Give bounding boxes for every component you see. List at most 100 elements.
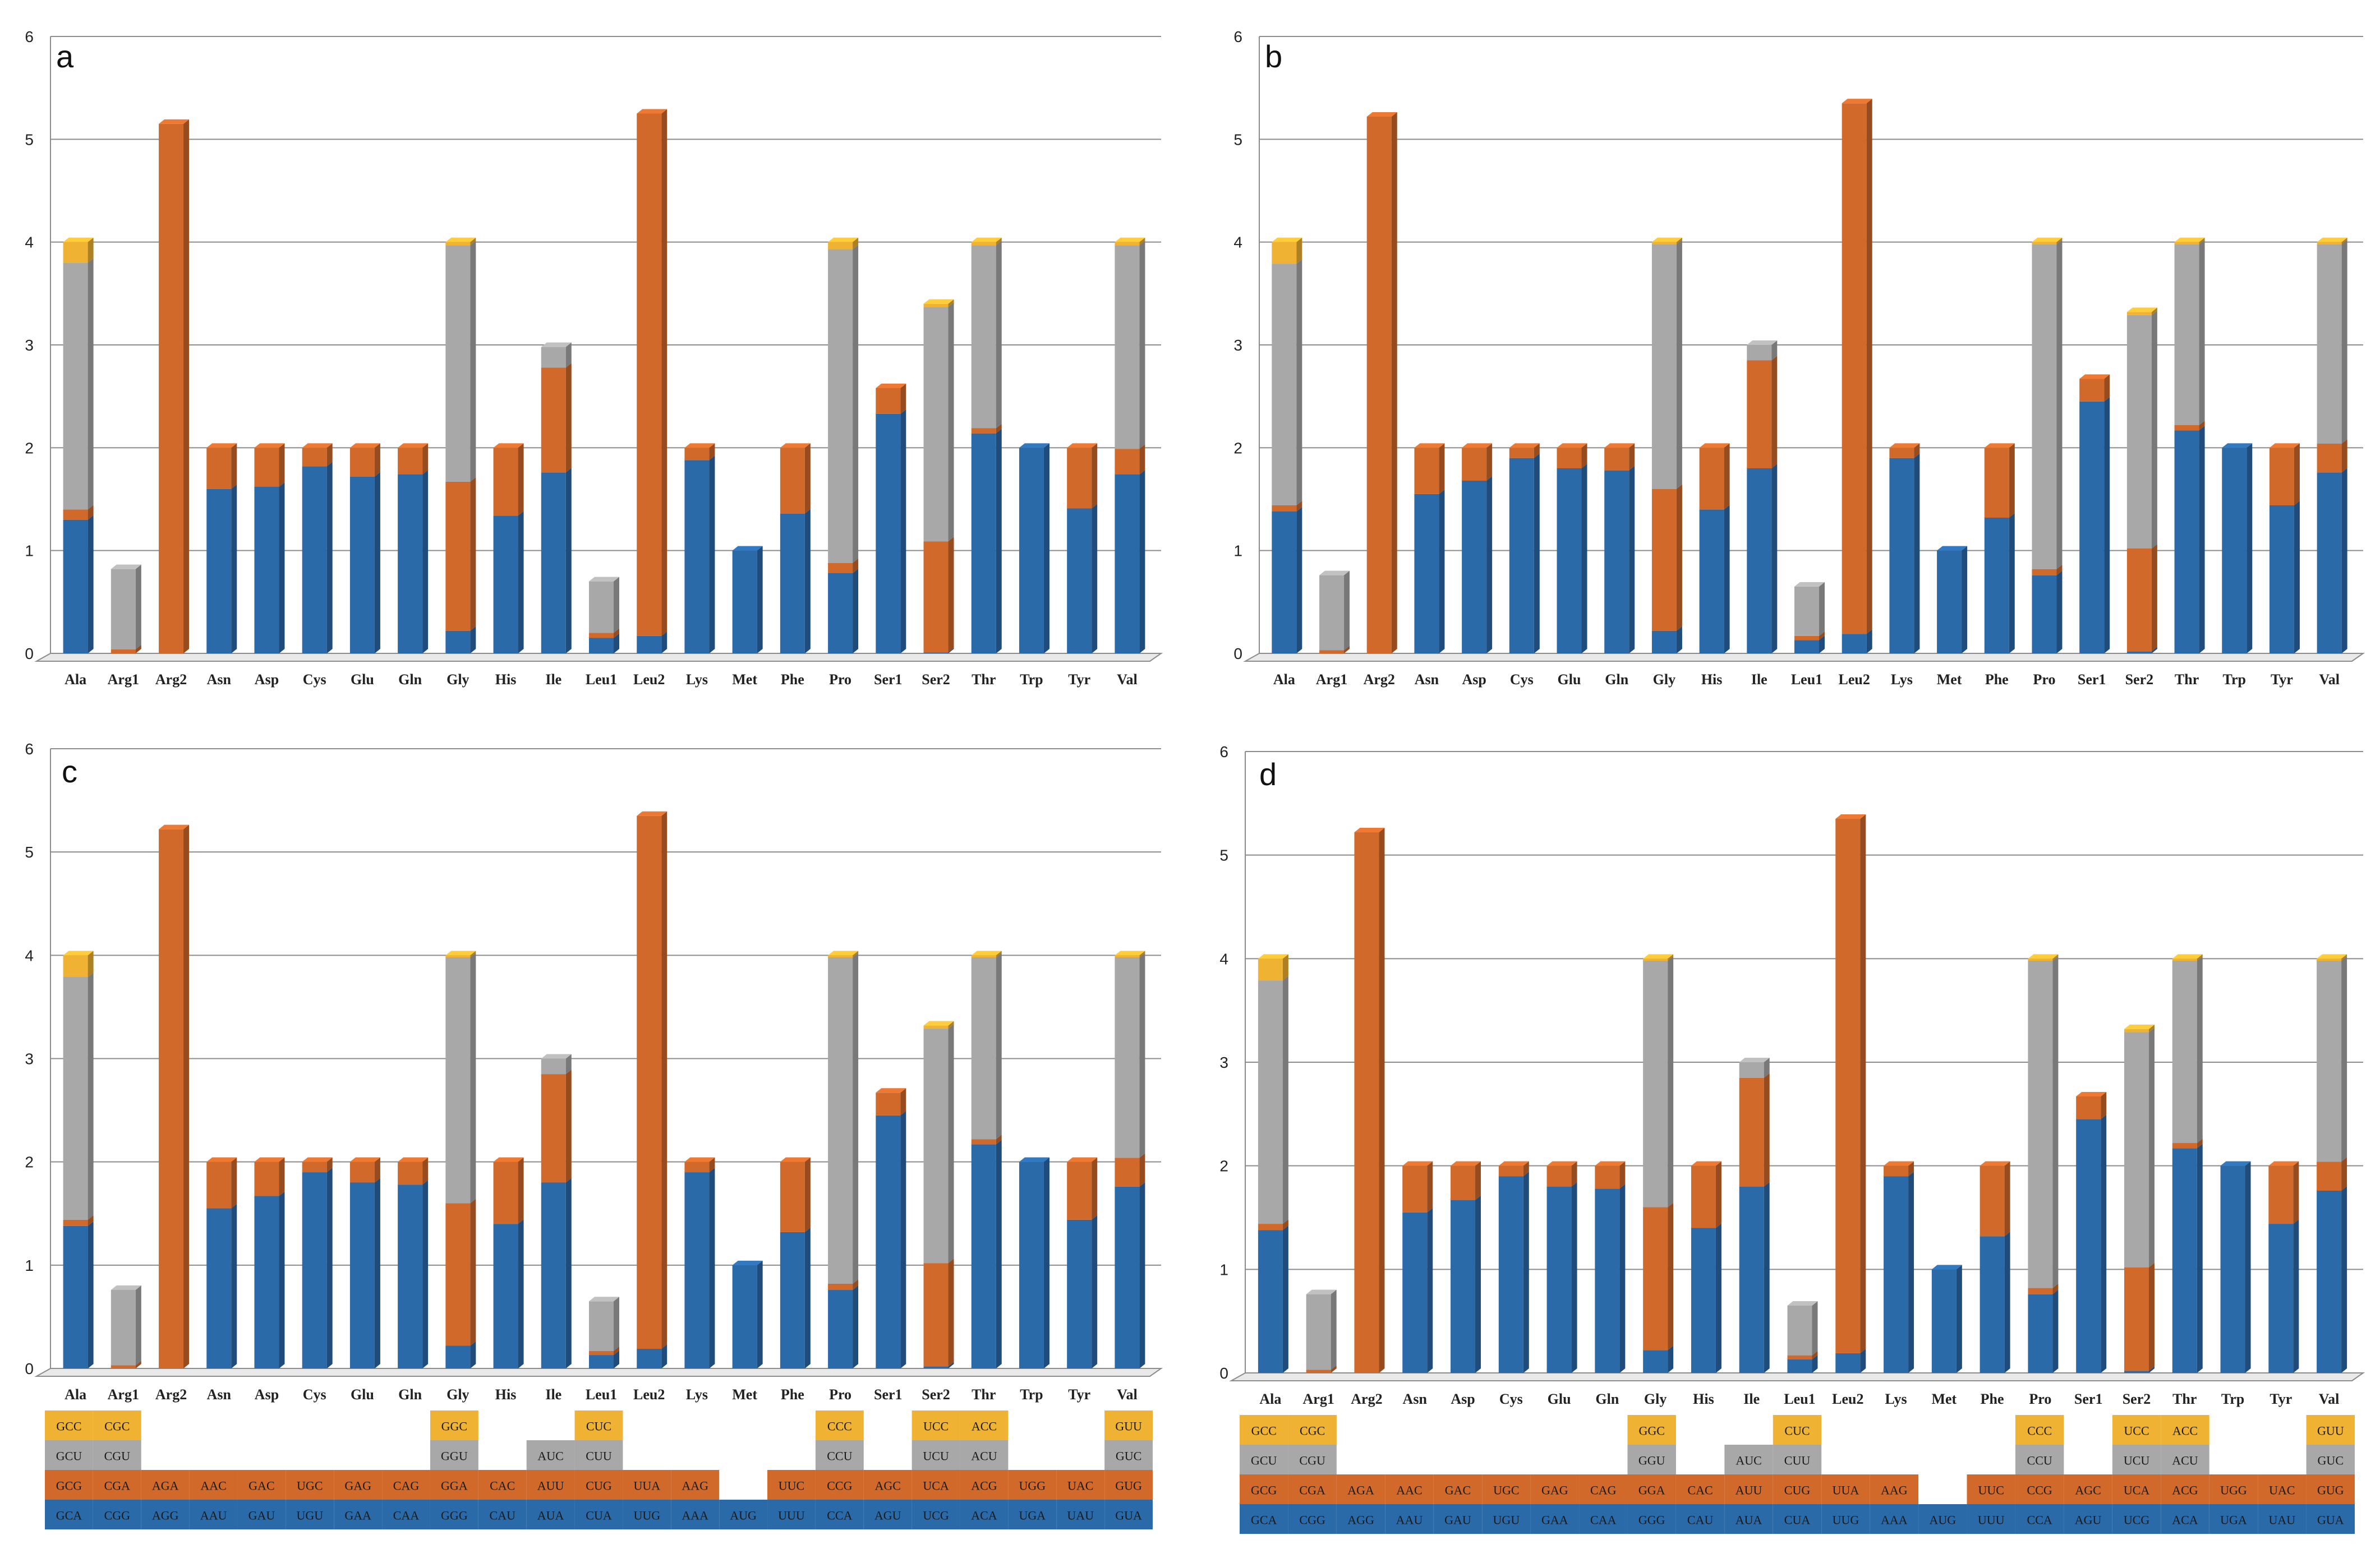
bar-top-Leu2 xyxy=(1835,814,1866,819)
chart-panel-d: d 0 1 2 3 4 5 6 Ala Arg1 Arg2 Asn Asp Cys Glu Gln Gly His… xyxy=(1219,743,2365,1407)
codon-table-d: GCC CGC GGC CUC CCC UCC ACC GUU GCU CGU GGU AUC CUU C… xyxy=(1240,1415,2355,1534)
bar-top-Leu1 xyxy=(1787,1301,1818,1306)
bar-side-Ile-orange xyxy=(565,1070,572,1183)
codon-cell xyxy=(1918,1504,1967,1534)
x-tick-label: Asn xyxy=(1403,1391,1428,1407)
bar-side-Phe-orange xyxy=(804,443,811,514)
bar-Ala-orange xyxy=(63,509,88,520)
x-tick-label: Ile xyxy=(1751,671,1767,688)
codon-cell xyxy=(1724,1504,1773,1534)
bar-top-Glu xyxy=(1557,443,1587,448)
codon-label: UUC xyxy=(1978,1483,2004,1497)
codon-label: AGA xyxy=(1347,1483,1374,1497)
bar-Gln-blue xyxy=(398,474,423,653)
bar-Glu-orange xyxy=(349,1161,375,1183)
codon-label: CAA xyxy=(393,1509,420,1523)
bar-Phe-blue xyxy=(1980,1236,2005,1373)
bar-side-Ile-orange xyxy=(565,363,572,473)
y-tick-label: 5 xyxy=(1233,131,1242,148)
y-tick-label: 2 xyxy=(1219,1158,1228,1175)
codon-label: UCU xyxy=(923,1449,949,1463)
bar-side-Pro-orange xyxy=(853,558,859,573)
codon-cell xyxy=(1240,1415,1288,1445)
codon-label: GGU xyxy=(1638,1454,1665,1468)
codon-label: AAC xyxy=(1396,1483,1422,1497)
bar-side-Tyr-blue xyxy=(1092,504,1098,653)
x-tick-label: Asp xyxy=(255,1386,279,1403)
bar-Gly-orange xyxy=(445,1203,471,1346)
bar-side-Ser1-blue xyxy=(2104,397,2110,653)
x-tick-label: Ile xyxy=(1743,1391,1760,1407)
bar-side-Thr-orange xyxy=(996,423,1002,434)
codon-cell xyxy=(1627,1445,1676,1474)
bar-top-Arg2 xyxy=(1354,828,1385,833)
bar-side-Gln-blue xyxy=(1629,465,1635,653)
bar-Ile-orange xyxy=(1747,360,1772,468)
x-tick-label: Pro xyxy=(829,671,851,688)
bar-Arg1-orange xyxy=(111,649,136,653)
y-tick-label: 6 xyxy=(25,740,34,758)
bar-side-Ala-yellow xyxy=(88,951,94,978)
codon-label: UUG xyxy=(634,1509,661,1523)
y-tick-label: 6 xyxy=(1219,743,1228,760)
codon-label: GAA xyxy=(344,1509,371,1523)
bar-Gly-gray xyxy=(1643,961,1668,1207)
bar-side-Arg1-gray xyxy=(135,1285,141,1366)
bar-side-Pro-yellow xyxy=(853,237,859,250)
bar-side-Glu-orange xyxy=(374,443,380,477)
bar-top-Cys xyxy=(302,443,333,448)
bar-top-Lys xyxy=(1889,443,1920,448)
codon-cell xyxy=(671,1500,720,1529)
codon-label: AUG xyxy=(1929,1513,1956,1527)
bar-Asp-blue xyxy=(1462,481,1487,653)
bar-Ile-blue xyxy=(541,1182,566,1368)
bar-top-Trp xyxy=(1019,443,1049,448)
bar-Glu-orange xyxy=(349,448,375,477)
bar-Gly-orange xyxy=(1651,488,1677,631)
bar-side-Glu-blue xyxy=(374,1178,380,1368)
bar-side-Lys-orange xyxy=(1908,1161,1914,1177)
bar-top-Asp xyxy=(254,1157,285,1162)
bar-side-Thr-blue xyxy=(2199,426,2205,653)
x-tick-label: Lys xyxy=(686,1386,708,1403)
chart-floor xyxy=(1243,653,2365,662)
bar-Cys-blue xyxy=(1498,1176,1523,1373)
codon-label: AUA xyxy=(1735,1513,1762,1527)
x-tick-label: Val xyxy=(2319,1391,2340,1407)
bar-top-Trp xyxy=(2222,443,2253,448)
codon-cell xyxy=(719,1500,768,1529)
bar-Phe-orange xyxy=(780,448,805,514)
bar-Ala-orange xyxy=(1272,505,1297,511)
chart-floor xyxy=(34,653,1163,662)
bar-side-Ala-gray xyxy=(1282,976,1288,1224)
codon-cell xyxy=(574,1411,623,1440)
bar-Trp-blue xyxy=(2220,1165,2245,1373)
bar-side-Asn-blue xyxy=(231,1204,237,1368)
codon-cell xyxy=(912,1500,960,1529)
bar-Ser2-gray xyxy=(2126,315,2152,548)
codon-label: CUA xyxy=(586,1509,612,1523)
bar-side-Gly-gray xyxy=(1676,239,1682,489)
bar-Pro-gray xyxy=(2028,961,2053,1288)
bar-side-Leu2-blue xyxy=(661,631,667,653)
bar-side-Arg1-gray xyxy=(135,564,141,649)
bar-side-Leu1-orange xyxy=(1819,631,1825,640)
codon-cell xyxy=(2161,1415,2209,1445)
bar-side-Asp-orange xyxy=(1486,443,1493,481)
bar-top-His xyxy=(1699,443,1730,448)
bar-side-Trp-blue xyxy=(2247,443,2253,653)
x-tick-label: Arg2 xyxy=(155,671,187,688)
bar-Asn-orange xyxy=(206,1161,232,1209)
bar-side-Ile-blue xyxy=(1771,464,1778,653)
bar-top-Leu2 xyxy=(1842,99,1872,104)
bar-Leu2-blue xyxy=(637,1349,662,1368)
bar-side-Arg2-orange xyxy=(1391,112,1397,653)
codon-label: UUA xyxy=(1833,1483,1859,1497)
bar-Trp-blue xyxy=(1019,448,1044,653)
codon-label: CUC xyxy=(1784,1424,1810,1438)
codon-label: CAC xyxy=(1688,1483,1713,1497)
bar-top-Ser2 xyxy=(923,1021,954,1026)
bar-Ser2-orange xyxy=(923,1263,949,1367)
bar-side-Ser1-orange xyxy=(900,384,906,414)
bar-side-Leu2-blue xyxy=(1866,629,1872,653)
